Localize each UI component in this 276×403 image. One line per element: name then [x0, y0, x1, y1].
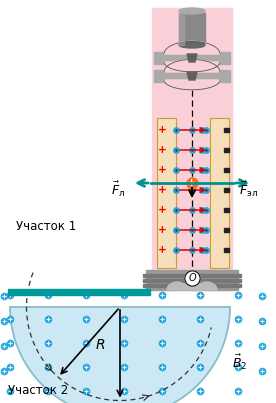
- Bar: [224, 188, 229, 192]
- Bar: [143, 284, 241, 287]
- Bar: [224, 128, 229, 132]
- Text: +: +: [158, 125, 166, 135]
- Bar: [210, 118, 229, 268]
- Text: $\vec{B}_2$: $\vec{B}_2$: [232, 353, 247, 372]
- Bar: [143, 279, 241, 282]
- Polygon shape: [164, 62, 220, 72]
- Polygon shape: [182, 282, 202, 290]
- Bar: [224, 208, 229, 212]
- Bar: [157, 118, 176, 268]
- Text: R: R: [95, 338, 105, 352]
- Text: Участок 1: Участок 1: [16, 220, 76, 233]
- Bar: [179, 13, 205, 45]
- Text: Участок 2: Участок 2: [8, 384, 68, 397]
- Ellipse shape: [179, 8, 205, 14]
- Text: $\vec{F}_\mathrm{эл}$: $\vec{F}_\mathrm{эл}$: [238, 180, 258, 199]
- Polygon shape: [10, 307, 230, 403]
- Text: $\vec{F}_\mathrm{л}$: $\vec{F}_\mathrm{л}$: [111, 180, 125, 199]
- Bar: [224, 168, 229, 172]
- Bar: [224, 228, 229, 232]
- Bar: [179, 13, 184, 45]
- Text: +: +: [158, 165, 166, 175]
- Bar: [143, 274, 241, 277]
- Polygon shape: [187, 54, 197, 62]
- Polygon shape: [197, 282, 217, 290]
- Bar: [154, 70, 230, 82]
- Bar: [152, 8, 232, 290]
- Text: +: +: [158, 145, 166, 155]
- Bar: [210, 118, 229, 268]
- Ellipse shape: [179, 42, 205, 48]
- Polygon shape: [187, 72, 197, 80]
- Polygon shape: [164, 80, 220, 90]
- Text: +: +: [158, 245, 166, 255]
- Bar: [146, 270, 238, 290]
- Bar: [224, 248, 229, 252]
- Polygon shape: [167, 282, 187, 290]
- Text: +: +: [158, 225, 166, 235]
- Polygon shape: [164, 42, 220, 54]
- Text: +: +: [158, 185, 166, 195]
- Text: +: +: [158, 205, 166, 215]
- Bar: [154, 52, 230, 64]
- Bar: [8, 289, 150, 295]
- Text: +: +: [187, 178, 197, 188]
- Bar: [157, 118, 176, 268]
- Text: O: O: [188, 273, 196, 283]
- Bar: [224, 148, 229, 152]
- Polygon shape: [164, 59, 220, 72]
